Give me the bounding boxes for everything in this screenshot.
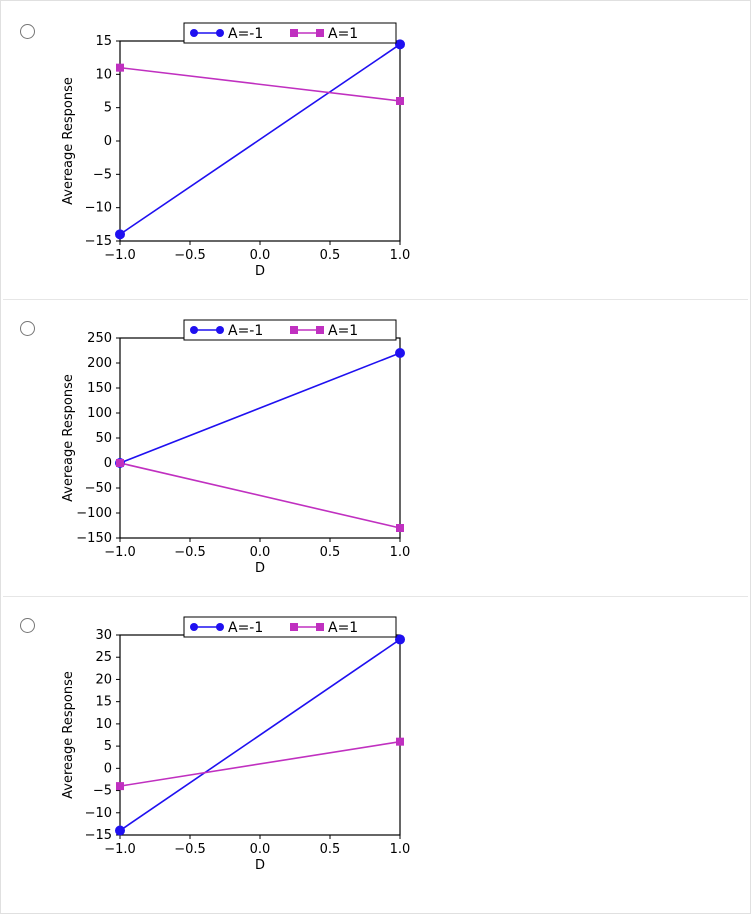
ytick-label: 10 <box>95 67 112 82</box>
ytick-label: 5 <box>104 101 112 116</box>
square-marker-icon <box>116 459 124 467</box>
legend-square-icon <box>316 623 324 631</box>
xtick-label: 0.0 <box>250 842 271 857</box>
xtick-label: −0.5 <box>174 842 206 857</box>
x-axis-title: D <box>255 561 265 576</box>
legend-circle-icon <box>190 623 198 631</box>
xtick-label: −1.0 <box>104 248 136 263</box>
legend-label: A=1 <box>328 26 358 42</box>
legend-label: A=1 <box>328 620 358 636</box>
y-axis-title: Avereage Response <box>61 671 76 799</box>
ytick-label: −15 <box>85 828 112 843</box>
legend-square-icon <box>290 326 298 334</box>
legend-label: A=-1 <box>228 26 263 42</box>
ytick-label: 15 <box>95 695 112 710</box>
square-marker-icon <box>396 524 404 532</box>
ytick-label: 25 <box>95 650 112 665</box>
xtick-label: −1.0 <box>104 842 136 857</box>
circle-marker-icon <box>395 348 405 358</box>
option-row-2: −1.0 −0.5 0.0 0.5 1.0 −150 −100 −50 0 50 100 150 200… <box>3 299 748 596</box>
ytick-label: 0 <box>104 134 112 149</box>
legend-circle-icon <box>216 29 224 37</box>
circle-marker-icon <box>115 826 125 836</box>
y-axis-title: Avereage Response <box>61 374 76 502</box>
square-marker-icon <box>396 738 404 746</box>
ytick-label: 30 <box>95 628 112 643</box>
circle-marker-icon <box>115 229 125 239</box>
ytick-label: 0 <box>104 456 112 471</box>
legend: A=-1 A=1 <box>184 617 396 637</box>
chart-holder-2: −1.0 −0.5 0.0 0.5 1.0 −150 −100 −50 0 50 100 150 200… <box>50 312 412 582</box>
xtick-label: −1.0 <box>104 545 136 560</box>
xtick-label: 0.0 <box>250 248 271 263</box>
xtick-label: 1.0 <box>390 842 411 857</box>
radio-holder-2 <box>15 312 50 341</box>
ytick-label: −5 <box>93 784 112 799</box>
legend-label: A=1 <box>328 323 358 339</box>
ytick-label: −15 <box>85 234 112 249</box>
options-container: −1.0−0.50.00.51.0−15−10−5051015DAvereage… <box>0 0 751 914</box>
chart-2: −1.0 −0.5 0.0 0.5 1.0 −150 −100 −50 0 50 100 150 200… <box>50 312 412 582</box>
ytick-label: 250 <box>87 331 112 346</box>
ytick-label: 5 <box>104 739 112 754</box>
x-axis-title: D <box>255 264 265 279</box>
ytick-label: 200 <box>87 356 112 371</box>
option-radio-2[interactable] <box>20 321 35 336</box>
legend: A=-1 A=1 <box>184 320 396 340</box>
xtick-label: 1.0 <box>390 545 411 560</box>
legend-circle-icon <box>216 326 224 334</box>
legend-circle-icon <box>190 29 198 37</box>
ytick-label: −100 <box>76 506 112 521</box>
ytick-label: 15 <box>95 34 112 49</box>
ytick-label: 100 <box>87 406 112 421</box>
option-row-3: −1.0 −0.5 0.0 0.5 1.0 −15 −10 −5 0 5 10 15 20 25 30 D Av… <box>3 596 748 893</box>
xtick-label: −0.5 <box>174 545 206 560</box>
legend-square-icon <box>290 29 298 37</box>
legend-square-icon <box>290 623 298 631</box>
legend-label: A=-1 <box>228 323 263 339</box>
xtick-label: −0.5 <box>174 248 206 263</box>
ytick-label: −150 <box>76 531 112 546</box>
xtick-label: 0.0 <box>250 545 271 560</box>
ytick-label: −50 <box>85 481 112 496</box>
xtick-label: 0.5 <box>320 545 341 560</box>
chart-holder-3: −1.0 −0.5 0.0 0.5 1.0 −15 −10 −5 0 5 10 15 20 25 30 D Av… <box>50 609 412 879</box>
ytick-label: 50 <box>95 431 112 446</box>
ytick-label: 20 <box>95 672 112 687</box>
legend-circle-icon <box>216 623 224 631</box>
xtick-label: 0.5 <box>320 248 341 263</box>
legend-square-icon <box>316 326 324 334</box>
square-marker-icon <box>396 97 404 105</box>
xtick-label: 0.5 <box>320 842 341 857</box>
ytick-label: 10 <box>95 717 112 732</box>
legend-circle-icon <box>190 326 198 334</box>
chart-1: −1.0 −0.5 0.0 0.5 1.0 −15 −10 −5 0 5 10 15 D Avereage… <box>50 15 412 285</box>
ytick-label: −10 <box>85 806 112 821</box>
radio-holder-3 <box>15 609 50 638</box>
ytick-label: −5 <box>93 167 112 182</box>
square-marker-icon <box>116 64 124 72</box>
ytick-label: 150 <box>87 381 112 396</box>
radio-holder-1 <box>15 15 50 44</box>
legend: A=-1 A=1 <box>184 23 396 43</box>
legend-label: A=-1 <box>228 620 263 636</box>
option-row-1: −1.0 −0.5 0.0 0.5 1.0 −15 −10 −5 0 5 10 15 D Avereage… <box>3 3 748 299</box>
ytick-label: 0 <box>104 761 112 776</box>
square-marker-icon <box>116 782 124 790</box>
x-axis-title: D <box>255 858 265 873</box>
legend-square-icon <box>316 29 324 37</box>
ytick-label: −10 <box>85 201 112 216</box>
option-radio-3[interactable] <box>20 618 35 633</box>
xtick-label: 1.0 <box>390 248 411 263</box>
option-radio-1[interactable] <box>20 24 35 39</box>
chart-holder-1: −1.0 −0.5 0.0 0.5 1.0 −15 −10 −5 0 5 10 15 D Avereage… <box>50 15 412 285</box>
y-axis-title: Avereage Response <box>61 77 76 205</box>
chart-3: −1.0 −0.5 0.0 0.5 1.0 −15 −10 −5 0 5 10 15 20 25 30 D Av… <box>50 609 412 879</box>
